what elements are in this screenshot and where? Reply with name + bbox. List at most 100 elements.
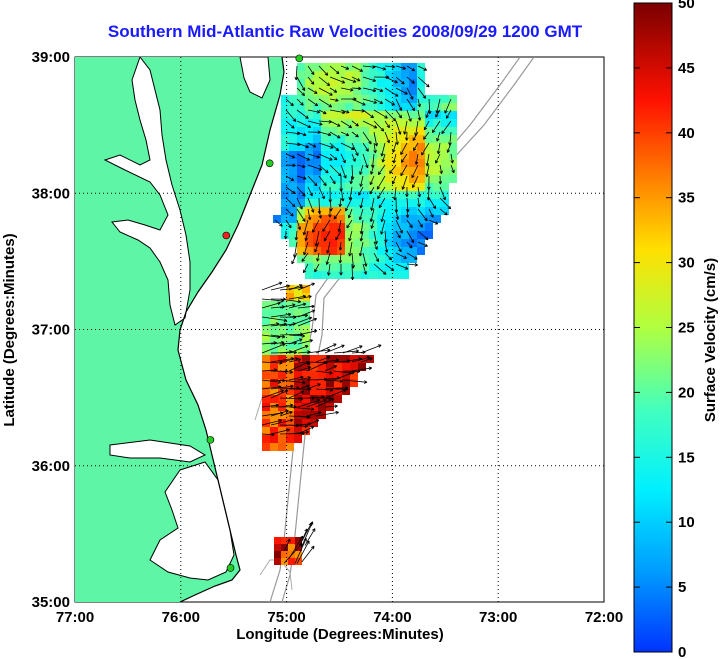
velocity-cell	[345, 151, 353, 159]
velocity-cell	[334, 371, 342, 379]
y-tick-label: 36:00	[32, 458, 70, 475]
velocity-cell	[329, 79, 337, 87]
velocity-vector	[351, 142, 359, 157]
velocity-vector	[359, 230, 364, 242]
velocity-vector	[417, 230, 429, 241]
velocity-cell	[302, 317, 310, 325]
velocity-vector	[351, 86, 362, 91]
velocity-cell	[313, 87, 321, 95]
velocity-cell	[297, 63, 305, 71]
velocity-vector	[329, 76, 346, 84]
velocity-vector	[373, 230, 378, 245]
velocity-cell	[353, 71, 361, 79]
velocity-vector	[406, 241, 413, 249]
velocity-cell	[289, 223, 297, 231]
velocity-cell	[294, 325, 302, 333]
velocity-vector	[406, 263, 418, 267]
velocity-cell	[385, 175, 393, 183]
velocity-cell	[409, 223, 417, 231]
velocity-cell	[353, 87, 361, 95]
velocity-cell	[425, 207, 433, 215]
velocity-cell	[401, 63, 409, 71]
velocity-cell	[401, 159, 409, 167]
velocity-vector	[359, 175, 364, 187]
velocity-vector	[373, 98, 384, 104]
velocity-cell	[262, 349, 270, 357]
velocity-cell	[361, 87, 369, 95]
velocity-cell	[342, 363, 350, 371]
velocity-cell	[278, 379, 286, 387]
velocity-cell	[281, 558, 288, 565]
velocity-vector	[296, 109, 309, 119]
velocity-cell	[305, 159, 313, 167]
velocity-vector	[314, 263, 320, 273]
velocity-cell	[334, 387, 342, 395]
velocity-vector	[395, 65, 406, 70]
velocity-vector	[306, 361, 329, 372]
velocity-cell	[286, 309, 294, 317]
velocity-cell	[369, 119, 377, 127]
velocity-cell	[409, 87, 417, 95]
velocity-cell	[321, 183, 329, 191]
velocity-cell	[361, 255, 369, 263]
velocity-cell	[377, 63, 385, 71]
velocity-cell	[393, 231, 401, 239]
velocity-cell	[305, 95, 313, 103]
velocity-vector	[406, 65, 416, 72]
velocity-vector	[351, 120, 359, 127]
velocity-vector	[279, 303, 296, 309]
velocity-cell	[385, 135, 393, 143]
velocity-cell	[286, 371, 294, 379]
coastline	[177, 57, 285, 602]
velocity-cell	[310, 411, 318, 419]
velocity-vector	[307, 87, 318, 94]
velocity-cell	[425, 231, 433, 239]
velocity-vector	[351, 153, 356, 162]
velocity-cell	[353, 135, 361, 143]
y-tick-label: 37:00	[32, 322, 70, 339]
velocity-cell	[313, 207, 321, 215]
velocity-cell	[449, 135, 457, 143]
velocity-vector	[315, 410, 339, 417]
velocity-vector	[288, 338, 303, 345]
velocity-vector	[324, 404, 338, 408]
velocity-cell	[297, 71, 305, 79]
velocity-cell	[385, 215, 393, 223]
velocity-cell	[262, 427, 270, 435]
velocity-cell	[321, 63, 329, 71]
velocity-vector	[395, 230, 401, 239]
colorbar-ticks: 0 5 10 15 20 25 30 35 40 45 50	[634, 0, 695, 659]
velocity-cell	[441, 183, 449, 191]
velocity-vector	[335, 230, 342, 241]
x-tick-label: 73:00	[479, 609, 517, 626]
velocity-vector	[373, 142, 377, 154]
velocity-cell	[278, 325, 286, 333]
velocity-cell	[329, 191, 337, 199]
velocity-cell	[353, 239, 361, 247]
velocity-cell	[337, 215, 345, 223]
velocity-cell	[401, 239, 409, 247]
velocity-cell	[358, 363, 366, 371]
velocity-vector	[318, 164, 329, 174]
velocity-vector	[318, 131, 332, 137]
velocity-cell	[337, 223, 345, 231]
velocity-vector	[377, 164, 386, 176]
velocity-vector	[296, 219, 302, 231]
velocity-cell	[425, 199, 433, 207]
velocity-cell	[409, 63, 417, 71]
velocity-cell	[289, 111, 297, 119]
velocity-cell	[281, 551, 288, 558]
velocity-vector	[373, 241, 378, 250]
velocity-cell	[270, 301, 278, 309]
velocity-vector	[302, 219, 309, 236]
velocity-cell	[385, 79, 393, 87]
velocity-cell	[329, 63, 337, 71]
velocity-vector	[315, 355, 331, 363]
velocity-cell	[334, 355, 342, 363]
velocity-vector	[441, 120, 452, 135]
velocity-vector	[395, 98, 403, 111]
velocity-vector	[439, 164, 443, 174]
lat-lon-grid	[75, 57, 604, 602]
velocity-cell	[310, 395, 318, 403]
velocity-vector	[444, 98, 452, 114]
